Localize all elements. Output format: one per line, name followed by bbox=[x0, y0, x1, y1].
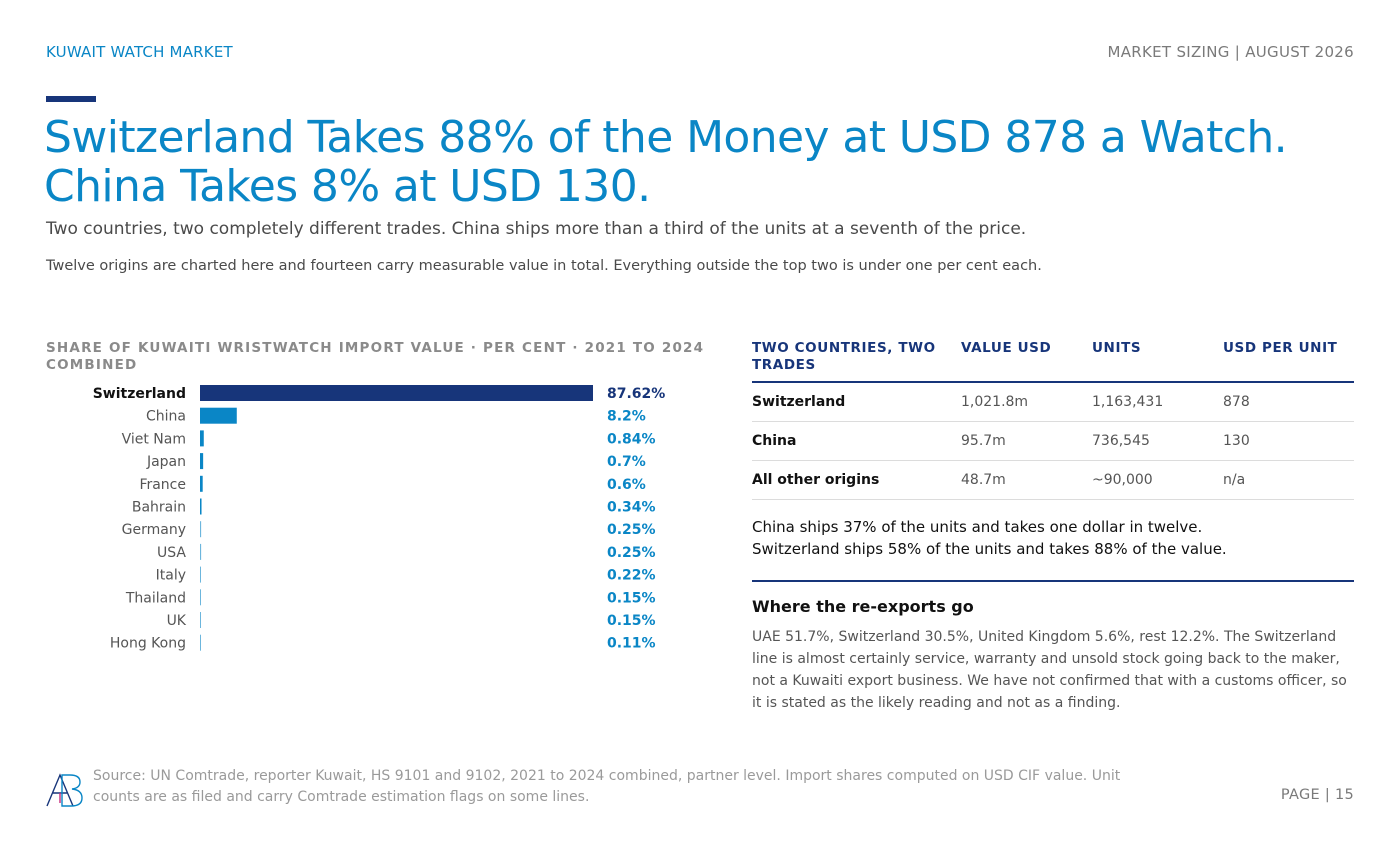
bar bbox=[200, 634, 201, 651]
headline: Switzerland Takes 88% of the Money at US… bbox=[44, 113, 1344, 211]
bar bbox=[200, 498, 202, 515]
value-label: 0.6% bbox=[607, 477, 646, 493]
category-label: Thailand bbox=[125, 590, 186, 606]
share-bar-chart: Switzerland 87.62% China 8.2% Viet Nam 0.84% J… bbox=[93, 385, 665, 652]
table-header-cell: VALUE USD bbox=[961, 340, 1052, 356]
subtitle: Two countries, two completely different … bbox=[46, 219, 1027, 239]
bar bbox=[200, 407, 237, 424]
table-cell: n/a bbox=[1223, 472, 1246, 488]
headline-line-2: China Takes 8% at USD 130. bbox=[44, 161, 651, 212]
table-cell: 130 bbox=[1223, 433, 1250, 449]
table-header-cell: TWO COUNTRIES, TWO TRADES bbox=[752, 340, 936, 373]
bar bbox=[200, 589, 201, 606]
report-section-label: KUWAIT WATCH MARKET bbox=[46, 43, 233, 61]
headline-line-1: Switzerland Takes 88% of the Money at US… bbox=[44, 112, 1288, 163]
bar bbox=[200, 566, 201, 583]
category-label: USA bbox=[157, 545, 186, 561]
table-cell: 878 bbox=[1223, 394, 1250, 410]
bar bbox=[200, 453, 204, 470]
bar bbox=[200, 475, 203, 492]
table-cell: 1,021.8m bbox=[961, 394, 1029, 410]
value-label: 87.62% bbox=[607, 386, 665, 402]
category-label: Viet Nam bbox=[122, 431, 186, 447]
category-label: UK bbox=[167, 613, 187, 629]
table-row: Switzerland 1,021.8m 1,163,431 878 bbox=[752, 383, 1354, 422]
bar bbox=[200, 521, 202, 538]
value-label: 0.25% bbox=[607, 545, 656, 561]
table-cell: All other origins bbox=[752, 472, 880, 488]
category-label: Switzerland bbox=[93, 386, 186, 402]
unit-value-callout: China ships 37% of the units and takes o… bbox=[752, 518, 1227, 558]
value-label: 0.11% bbox=[607, 636, 656, 652]
table-cell: 95.7m bbox=[961, 433, 1006, 449]
section-divider bbox=[752, 580, 1354, 582]
table-cell: ~90,000 bbox=[1092, 472, 1153, 488]
table-body: Switzerland 1,021.8m 1,163,431 878 China… bbox=[752, 383, 1354, 500]
reexports-body: UAE 51.7%, Switzerland 30.5%, United Kin… bbox=[752, 629, 1347, 711]
value-label: 0.7% bbox=[607, 454, 646, 470]
accent-bar bbox=[46, 96, 96, 102]
table-header-cell: UNITS bbox=[1092, 340, 1142, 356]
category-label: Germany bbox=[122, 522, 186, 538]
source-note: Source: UN Comtrade, reporter Kuwait, HS… bbox=[93, 768, 1121, 805]
bar bbox=[200, 543, 202, 560]
category-label: Hong Kong bbox=[110, 636, 186, 652]
value-label: 0.22% bbox=[607, 568, 656, 584]
table-cell: Switzerland bbox=[752, 394, 846, 410]
trade-comparison-table: TWO COUNTRIES, TWO TRADES VALUE USD UNIT… bbox=[752, 340, 1354, 500]
table-cell: 736,545 bbox=[1092, 433, 1150, 449]
bar bbox=[200, 612, 201, 628]
table-header-cell: USD PER UNIT bbox=[1223, 340, 1338, 356]
category-label: Japan bbox=[146, 454, 186, 470]
report-date-label: MARKET SIZING | AUGUST 2026 bbox=[1107, 43, 1354, 61]
chart-title: SHARE OF KUWAITI WRISTWATCH IMPORT VALUE… bbox=[46, 340, 705, 373]
table-cell: China bbox=[752, 433, 797, 449]
value-label: 0.25% bbox=[607, 522, 656, 538]
category-label: France bbox=[139, 477, 186, 493]
ab-monogram-logo-icon bbox=[46, 773, 83, 807]
value-label: 0.15% bbox=[607, 590, 656, 606]
category-label: Italy bbox=[156, 568, 186, 584]
table-cell: 1,163,431 bbox=[1092, 394, 1164, 410]
bar bbox=[200, 385, 593, 401]
reexports-heading: Where the re-exports go bbox=[752, 597, 974, 616]
table-row: China 95.7m 736,545 130 bbox=[752, 422, 1354, 461]
table-header: TWO COUNTRIES, TWO TRADES VALUE USD UNIT… bbox=[752, 340, 1354, 383]
value-label: 0.15% bbox=[607, 613, 656, 629]
table-cell: 48.7m bbox=[961, 472, 1006, 488]
bar bbox=[200, 430, 204, 447]
value-label: 0.34% bbox=[607, 500, 656, 516]
category-label: Bahrain bbox=[132, 500, 186, 516]
table-row: All other origins 48.7m ~90,000 n/a bbox=[752, 461, 1354, 500]
page-number: PAGE | 15 bbox=[1280, 787, 1354, 803]
value-label: 8.2% bbox=[607, 409, 646, 425]
intro-note: Twelve origins are charted here and four… bbox=[46, 258, 1042, 274]
value-label: 0.84% bbox=[607, 431, 656, 447]
category-label: China bbox=[146, 409, 186, 425]
